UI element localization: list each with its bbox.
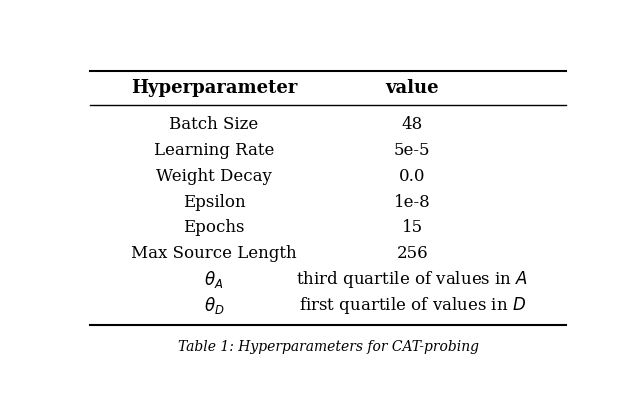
Text: Weight Decay: Weight Decay [156,168,272,185]
Text: Epsilon: Epsilon [182,193,245,210]
Text: 48: 48 [402,116,423,133]
Text: 15: 15 [402,219,423,236]
Text: first quartile of values in $D$: first quartile of values in $D$ [299,295,526,316]
Text: $\theta_A$: $\theta_A$ [204,269,223,290]
Text: Learning Rate: Learning Rate [154,142,274,159]
Text: 0.0: 0.0 [399,168,426,185]
Text: value: value [385,79,439,97]
Text: 5e-5: 5e-5 [394,142,431,159]
Text: 1e-8: 1e-8 [394,193,431,210]
Text: Batch Size: Batch Size [170,116,259,133]
Text: 256: 256 [397,245,428,262]
Text: Table 1: Hyperparameters for CAT-probing: Table 1: Hyperparameters for CAT-probing [177,339,479,354]
Text: third quartile of values in $A$: third quartile of values in $A$ [296,269,529,290]
Text: Max Source Length: Max Source Length [131,245,297,262]
Text: $\theta_D$: $\theta_D$ [204,295,224,316]
Text: Epochs: Epochs [183,219,244,236]
Text: Hyperparameter: Hyperparameter [131,79,297,97]
